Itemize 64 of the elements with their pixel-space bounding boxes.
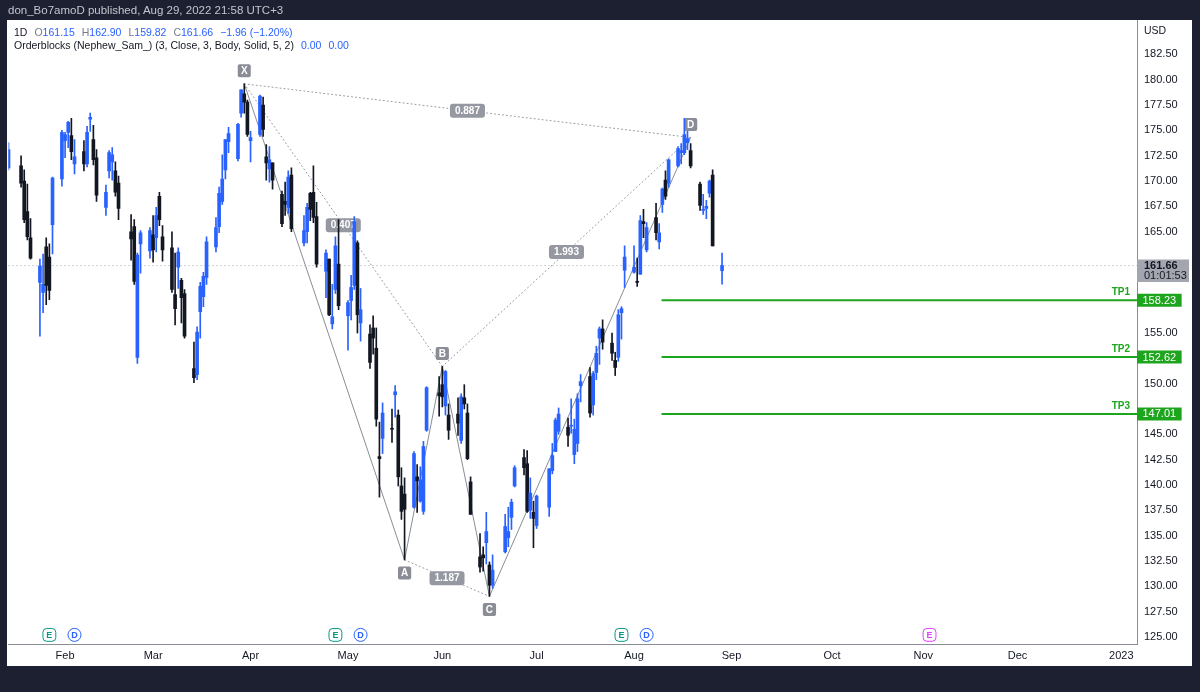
y-tick-label: 140.00 <box>1144 477 1178 490</box>
chart-title: don_Bo7amoD published, Aug 29, 2022 21:58 UTC+3 <box>8 3 284 17</box>
x-tick-label: 2023 <box>1109 648 1134 661</box>
ref-line-label: 161.66 01:01:53 <box>1144 258 1187 282</box>
y-tick-label: 177.50 <box>1144 98 1178 111</box>
series-label: 0.887 <box>454 104 481 116</box>
annotation: O161.15 <box>34 26 75 38</box>
series-label: TP2 <box>1111 342 1131 354</box>
y-tick-label: 165.00 <box>1144 224 1178 237</box>
x-tick-label: Dec <box>1007 648 1028 661</box>
x-tick-label: Jun <box>433 648 452 661</box>
y-tick-label: 170.00 <box>1144 174 1178 187</box>
series-label: TP1 <box>1111 286 1131 298</box>
y-tick-label: 175.00 <box>1144 123 1178 136</box>
data-label: 152.62 <box>1142 350 1177 363</box>
data-label: D <box>643 629 651 640</box>
data-label: X <box>240 65 248 77</box>
annotation: −1.96 (−1.20%) <box>220 26 293 38</box>
y-tick-label: 167.50 <box>1144 199 1178 212</box>
data-label: C <box>485 603 494 615</box>
annotation: 0.00 <box>300 39 322 51</box>
data-label: D <box>71 629 79 640</box>
x-tick-label: Apr <box>241 648 260 661</box>
legend-label: 1.187 <box>434 572 460 584</box>
data-label: E <box>332 629 339 640</box>
y-tick-label: 150.00 <box>1144 376 1178 389</box>
series-label: 1.993 <box>553 246 580 258</box>
y-tick-label: 172.50 <box>1144 148 1178 161</box>
y-tick-label: 125.00 <box>1144 629 1178 642</box>
text: 1D <box>14 26 28 38</box>
x-tick-label: Sep <box>721 648 742 661</box>
data-label: E <box>618 629 625 640</box>
data-label: 147.01 <box>1142 407 1177 420</box>
y-tick-label: 155.00 <box>1144 326 1178 339</box>
y-axis-title: USD <box>1144 24 1167 36</box>
x-tick-label: Oct <box>823 648 841 661</box>
x-tick-label: Aug <box>624 648 644 661</box>
y-tick-label: 142.50 <box>1144 452 1178 465</box>
annotation: 0.00 <box>328 39 349 51</box>
data-label: 158.23 <box>1142 293 1177 306</box>
x-tick-label: Jul <box>529 648 544 661</box>
y-tick-label: 127.50 <box>1144 604 1178 617</box>
y-tick-label: 137.50 <box>1144 503 1178 516</box>
y-tick-label: 132.50 <box>1144 553 1178 566</box>
y-tick-label: 180.00 <box>1144 72 1178 85</box>
y-tick-label: 145.00 <box>1144 427 1178 440</box>
data-label: B <box>438 347 446 359</box>
annotation: H162.90 <box>81 26 122 38</box>
series-label: TP3 <box>1111 399 1131 411</box>
y-tick-label: 182.50 <box>1144 47 1178 60</box>
data-label: D <box>357 629 365 640</box>
x-tick-label: Mar <box>143 648 163 661</box>
data-label: E <box>46 629 53 640</box>
annotation: Orderblocks (Nephew_Sam_) (3, Close, 3, Body, Solid, 5, 2) <box>14 39 294 51</box>
x-tick-label: May <box>337 648 359 661</box>
x-tick-label: Nov <box>913 648 934 661</box>
y-tick-label: 135.00 <box>1144 528 1178 541</box>
y-tick-label: 130.00 <box>1144 579 1178 592</box>
x-tick-label: Feb <box>55 648 75 661</box>
data-label: A <box>400 567 409 579</box>
data-label: E <box>926 629 933 640</box>
annotation: C161.66 <box>173 26 214 38</box>
annotation: L159.82 <box>128 26 167 38</box>
data-label: D <box>687 118 695 130</box>
